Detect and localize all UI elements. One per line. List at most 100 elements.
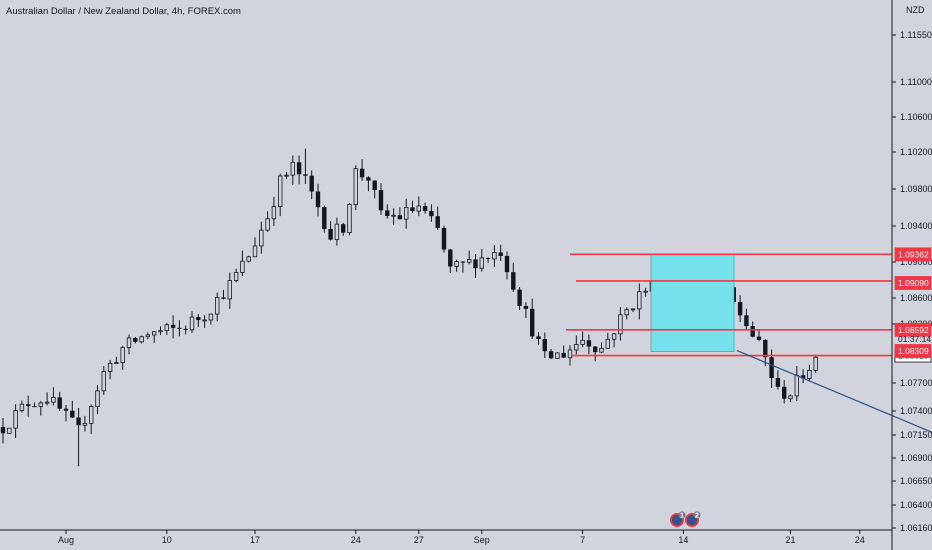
candle-body-up [353, 168, 358, 205]
candle-body-up [107, 362, 113, 372]
time-tick-label: Sep [474, 535, 490, 545]
price-tick-label: 1.06900 [900, 453, 932, 463]
event-badge[interactable]: 2 [685, 511, 701, 527]
candle-body-up [13, 410, 18, 429]
candle-body-down [542, 339, 547, 352]
candle-body-up [252, 245, 258, 258]
candle-body-up [567, 349, 573, 359]
candle-body-down [196, 317, 201, 321]
candle-body-up [151, 331, 157, 336]
price-axis[interactable]: 1.11550 1.11000 1.10600 1.10200 1.09800 1.094… [892, 30, 932, 533]
candle-body-down [435, 216, 440, 228]
current-price-marker-label: 1.08309 [898, 346, 929, 356]
candle-body-down [744, 315, 749, 327]
candle-body-down [177, 327, 182, 329]
trend-arrow-line[interactable] [736, 350, 932, 474]
candle-body-up [202, 319, 207, 322]
target-zone[interactable] [650, 254, 735, 352]
candle-body-down [756, 336, 762, 340]
candle-body-up [158, 330, 163, 333]
candle-body-up [95, 390, 100, 407]
candle-body-up [466, 259, 472, 263]
candle-body-up [89, 406, 94, 424]
event-badge[interactable]: 1 [670, 511, 686, 527]
candle-body-up [114, 362, 119, 365]
candle-body-down [322, 207, 327, 229]
candle-body-down [523, 305, 529, 309]
candle-body-up [290, 161, 295, 176]
price-marker-label: 1.09090 [898, 278, 929, 288]
time-tick-label: 24 [855, 535, 865, 545]
candle-body-down [378, 190, 384, 211]
candle-body-up [82, 422, 88, 426]
arrow-layer[interactable] [736, 350, 932, 475]
candle-body-down [183, 328, 188, 330]
candle-body-down [133, 337, 138, 342]
price-marker: 1.08592 [894, 322, 932, 337]
price-tick-label: 1.09000 [900, 257, 932, 267]
candle-body-up [139, 336, 144, 343]
candle-body-up [605, 338, 610, 349]
chart-title: Australian Dollar / New Zealand Dollar, … [6, 6, 241, 17]
candle-body-down [26, 404, 31, 407]
candle-body-up [265, 218, 270, 231]
candle-body-up [44, 401, 50, 404]
candle-body-up [240, 260, 245, 273]
candle-body-down [782, 386, 787, 399]
event-count: 2 [695, 513, 699, 520]
candle-body-down [536, 336, 541, 340]
candle-body-up [145, 334, 151, 338]
time-tick-label: 14 [678, 535, 688, 545]
candle-body-down [530, 308, 535, 337]
candle-body-up [637, 291, 642, 310]
candle-body-down [328, 228, 333, 240]
currency-label: NZD [906, 5, 925, 15]
candle-body-up [284, 174, 289, 177]
candle-body-down [422, 205, 428, 211]
candle-body-down [303, 174, 308, 176]
price-markers: 1.093621.090901.085921.0832901:37:141.08… [894, 247, 932, 363]
price-tick-label: 1.09400 [900, 221, 932, 231]
price-tick-label: 1.07700 [900, 378, 932, 388]
candle-body-up [479, 257, 484, 269]
event-count-bubble [693, 511, 701, 519]
candle-body-down [548, 351, 554, 359]
price-tick-label: 1.06650 [900, 476, 932, 486]
price-marker-box [894, 276, 932, 290]
candle-body-up [51, 396, 56, 403]
zone-layer[interactable] [650, 254, 735, 352]
candle-body-down [63, 408, 69, 411]
candle-body-up [120, 347, 125, 364]
price-marker-label: 1.08592 [898, 325, 929, 335]
price-tick-label: 1.07150 [900, 430, 932, 440]
event-count-bubble [678, 511, 686, 519]
candle-body-down [511, 272, 516, 290]
candle-body-up [492, 252, 497, 260]
time-tick-label: 10 [162, 535, 172, 545]
current-price-marker: 1.08309 [894, 344, 932, 358]
candle-body-up [611, 333, 617, 340]
time-tick-label: 21 [785, 535, 795, 545]
candle-body-down [429, 210, 434, 217]
price-tick-label: 1.07400 [900, 406, 932, 416]
time-tick-label: Aug [58, 535, 74, 545]
price-tick-label: 1.11000 [900, 77, 932, 87]
price-tick-label: 1.06160 [900, 523, 932, 533]
candle-body-down [57, 397, 62, 409]
candle-body-down [0, 427, 6, 434]
time-tick-label: 24 [351, 535, 361, 545]
time-axis[interactable]: Aug10172427Sep714212428Oct5 [58, 530, 932, 545]
candle-body-down [221, 297, 226, 299]
event-count: 1 [680, 513, 684, 520]
candle-body-down [737, 302, 743, 316]
price-marker-box [894, 247, 932, 262]
time-tick-label: 7 [580, 535, 585, 545]
candle-body-down [561, 352, 566, 358]
candle-body-down [460, 261, 466, 263]
lines-layer[interactable] [566, 253, 892, 357]
candle-body-up [19, 403, 25, 411]
candle-body-down [397, 215, 403, 220]
